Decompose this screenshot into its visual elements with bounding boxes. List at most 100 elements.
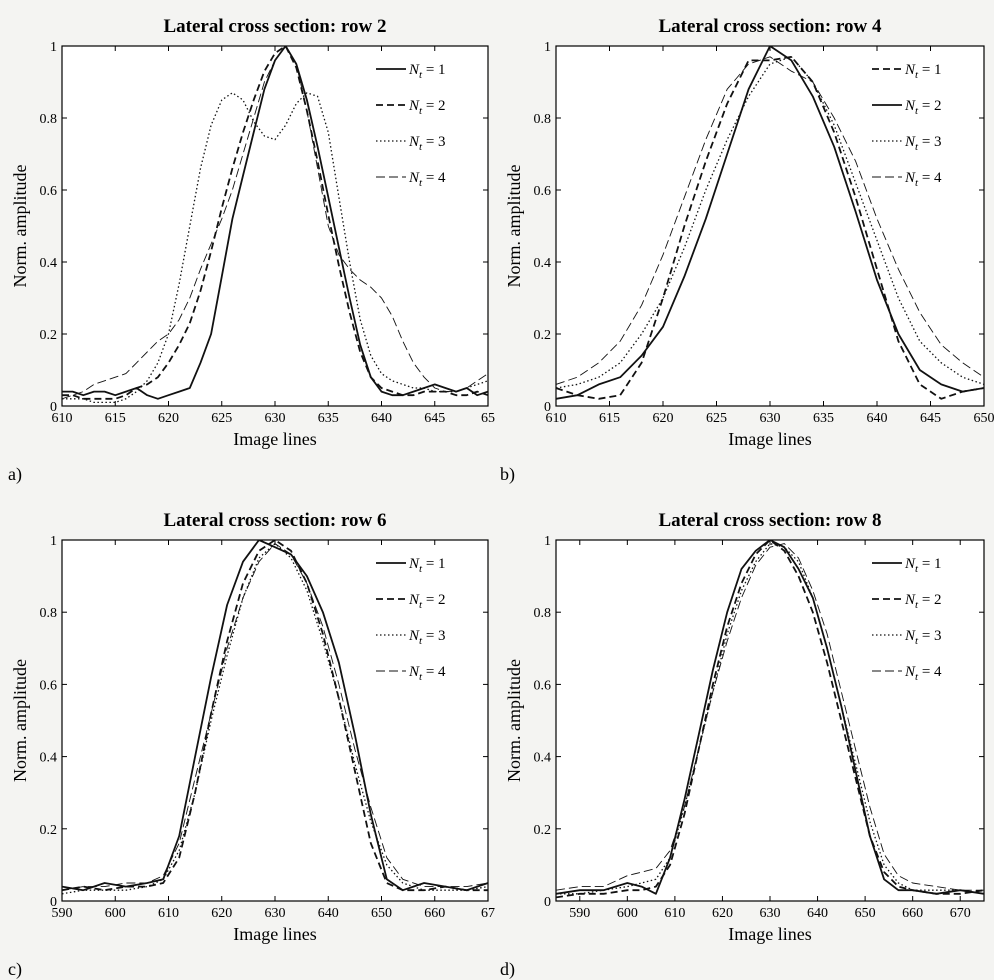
y-tick-label: 0.4 <box>534 256 552 271</box>
series-line-4 <box>62 543 488 891</box>
y-tick-label: 0.6 <box>534 184 552 199</box>
x-tick-label: 625 <box>211 411 232 426</box>
x-tick-label: 610 <box>158 906 179 921</box>
x-tick-label: 670 <box>950 906 971 921</box>
y-tick-label: 0 <box>544 400 551 415</box>
x-tick-label: 640 <box>371 411 392 426</box>
chart-panel-2: Lateral cross section: row 4 610 615 620 625… <box>500 16 994 485</box>
y-tick-label: 0 <box>50 400 57 415</box>
legend-label: Nt = 1 <box>408 62 446 81</box>
x-tick-label: 615 <box>105 411 126 426</box>
legend-label: Nt = 2 <box>904 98 942 117</box>
legend-label: Nt = 1 <box>904 556 942 575</box>
legend-label: Nt = 4 <box>408 664 446 683</box>
x-tick-label: 620 <box>158 411 179 426</box>
x-tick-label: 600 <box>617 906 638 921</box>
x-tick-label: 615 <box>599 411 620 426</box>
chart-title: Lateral cross section: row 4 <box>658 16 882 37</box>
series-line-3 <box>556 542 984 895</box>
x-tick-label: 590 <box>52 906 73 921</box>
x-tick-label: 610 <box>52 411 73 426</box>
legend-label: Nt = 3 <box>408 134 446 153</box>
legend-label: Nt = 3 <box>904 134 942 153</box>
y-tick-label: 0 <box>50 895 57 910</box>
x-axis-label: Image lines <box>728 429 811 449</box>
y-tick-label: 0.6 <box>534 678 552 693</box>
legend-label: Nt = 4 <box>408 170 446 189</box>
y-tick-label: 1 <box>50 534 57 549</box>
y-tick-label: 0.2 <box>534 328 552 343</box>
x-tick-label: 660 <box>424 906 445 921</box>
y-tick-label: 0.4 <box>534 751 552 766</box>
legend-label: Nt = 2 <box>408 98 446 117</box>
series-line-2 <box>62 540 488 892</box>
x-tick-label: 65 <box>481 411 495 426</box>
x-tick-label: 620 <box>653 411 674 426</box>
x-tick-label: 630 <box>265 411 286 426</box>
legend-label: Nt = 2 <box>408 592 446 611</box>
x-tick-label: 635 <box>813 411 834 426</box>
y-tick-label: 0.2 <box>40 328 58 343</box>
x-tick-label: 590 <box>569 906 590 921</box>
x-tick-label: 640 <box>807 906 828 921</box>
legend-label: Nt = 4 <box>904 170 942 189</box>
y-tick-label: 0.8 <box>40 112 58 127</box>
plot-area <box>555 539 985 902</box>
chart-title: Lateral cross section: row 2 <box>163 16 386 37</box>
legend-label: Nt = 2 <box>904 592 942 611</box>
x-tick-label: 650 <box>371 906 392 921</box>
y-axis-label: Norm. amplitude <box>10 165 30 288</box>
legend-label: Nt = 1 <box>408 556 446 575</box>
series-line-2 <box>556 46 984 400</box>
x-tick-label: 620 <box>712 906 733 921</box>
series-line-4 <box>556 543 984 891</box>
x-tick-label: 650 <box>974 411 994 426</box>
chart-panel-1: Lateral cross section: row 2 610 615 620 625… <box>8 16 495 485</box>
x-tick-label: 630 <box>760 411 781 426</box>
legend-label: Nt = 3 <box>904 628 942 647</box>
x-axis-label: Image lines <box>233 924 316 944</box>
y-tick-label: 0.6 <box>40 184 58 199</box>
chart-panel-4: Lateral cross section: row 8 590 600 610 620… <box>500 510 985 980</box>
x-tick-label: 635 <box>318 411 339 426</box>
y-tick-label: 0.8 <box>534 112 552 127</box>
x-tick-label: 600 <box>105 906 126 921</box>
x-tick-label: 620 <box>211 906 232 921</box>
x-tick-label: 650 <box>855 906 876 921</box>
y-tick-label: 0.4 <box>40 751 58 766</box>
legend-label: Nt = 1 <box>904 62 942 81</box>
y-tick-label: 1 <box>544 40 551 55</box>
series-line-4 <box>62 46 488 400</box>
legend-label: Nt = 3 <box>408 628 446 647</box>
y-tick-label: 0.2 <box>534 823 552 838</box>
legend-label: Nt = 4 <box>904 664 942 683</box>
x-tick-label: 630 <box>265 906 286 921</box>
y-tick-label: 1 <box>50 40 57 55</box>
series-line-1 <box>556 55 984 400</box>
x-tick-label: 625 <box>706 411 727 426</box>
series-line-4 <box>556 56 984 385</box>
y-tick-label: 0 <box>544 895 551 910</box>
x-tick-label: 67 <box>481 906 495 921</box>
chart-panel-3: Lateral cross section: row 6 590 600 610 620… <box>8 510 495 980</box>
panel-label: c) <box>8 959 22 980</box>
plot-area <box>61 539 489 902</box>
series-line-2 <box>556 540 984 899</box>
x-tick-label: 660 <box>902 906 923 921</box>
x-axis-label: Image lines <box>728 924 811 944</box>
chart-title: Lateral cross section: row 6 <box>163 510 386 531</box>
x-tick-label: 640 <box>867 411 888 426</box>
panel-label: a) <box>8 464 22 485</box>
x-tick-label: 610 <box>546 411 567 426</box>
y-axis-label: Norm. amplitude <box>10 659 30 782</box>
x-tick-label: 640 <box>318 906 339 921</box>
y-tick-label: 0.8 <box>534 606 552 621</box>
x-tick-label: 630 <box>760 906 781 921</box>
x-tick-label: 610 <box>664 906 685 921</box>
chart-title: Lateral cross section: row 8 <box>658 510 881 531</box>
y-tick-label: 1 <box>544 534 551 549</box>
panel-label: d) <box>500 959 515 980</box>
y-axis-label: Norm. amplitude <box>504 659 524 782</box>
y-tick-label: 0.2 <box>40 823 58 838</box>
